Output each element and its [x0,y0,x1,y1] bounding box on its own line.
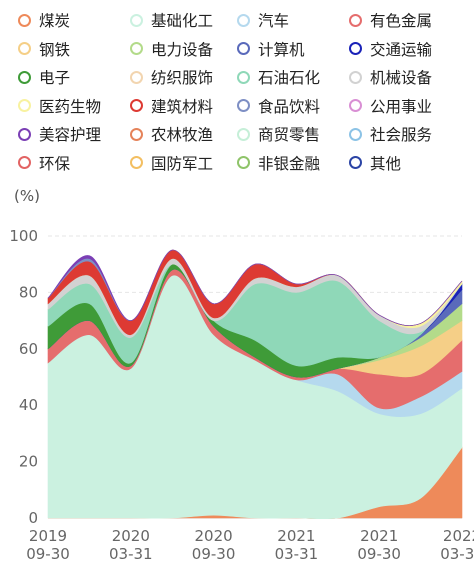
legend-label: 食品饮料 [258,97,321,116]
y-tick-label: 100 [9,227,38,245]
y-tick-label: 20 [19,453,38,471]
legend-item[interactable]: 国防军工 [130,150,213,176]
legend-item[interactable]: 汽车 [237,7,289,33]
legend-item[interactable]: 电子 [18,64,70,90]
x-tick-label: 03-31 [440,545,474,563]
legend-label: 非银金融 [258,154,321,173]
legend: 煤炭 基础化工 汽车 有色金属钢铁 电力设备 计算机 交通运输电子 纺织服饰 石油石化 机械设备医… [0,0,474,185]
legend-label: 医药生物 [39,97,102,116]
legend-item[interactable]: 其他 [349,150,401,176]
legend-item[interactable]: 公用事业 [349,93,432,119]
legend-marker-icon [237,99,250,112]
legend-label: 计算机 [258,40,305,59]
x-tick-label: 2019 [29,527,67,545]
x-tick-label: 2020 [112,527,150,545]
y-axis-ticks: 0 20 40 60 80 100 [9,227,38,527]
x-tick-label: 09-30 [357,545,401,563]
legend-marker-icon [349,156,362,169]
legend-marker-icon [237,70,250,84]
legend-marker-icon [349,42,362,55]
legend-marker-icon [130,70,143,84]
legend-label: 有色金属 [370,12,433,30]
legend-label: 纺织服饰 [151,69,214,87]
y-tick-label: 0 [28,509,38,527]
legend-label: 煤炭 [39,12,71,30]
legend-item[interactable]: 石油石化 [237,64,320,90]
legend-item[interactable]: 基础化工 [130,7,213,33]
x-tick-label: 09-30 [192,545,236,563]
y-tick-label: 60 [19,340,38,358]
legend-marker-icon [349,99,362,112]
legend-marker-icon [237,42,250,55]
legend-marker-icon [237,156,250,169]
legend-label: 国防军工 [151,154,214,173]
legend-item[interactable]: 有色金属 [349,7,432,33]
legend-marker-icon [237,13,250,27]
legend-marker-icon [18,156,31,169]
legend-marker-icon [130,156,143,169]
legend-label: 交通运输 [370,40,433,59]
y-tick-label: 80 [19,283,38,301]
legend-label: 公用事业 [370,97,433,116]
legend-marker-icon [130,127,143,141]
x-tick-label: 2020 [195,527,233,545]
legend-item[interactable]: 机械设备 [349,64,432,90]
legend-label: 基础化工 [151,12,214,30]
x-tick-label: 2022 [443,527,474,545]
legend-label: 电力设备 [151,40,214,59]
x-tick-label: 2021 [360,527,398,545]
x-tick-label: 03-31 [275,545,319,563]
legend-label: 其他 [370,154,402,173]
legend-item[interactable]: 煤炭 [18,7,70,33]
legend-label: 机械设备 [370,69,433,87]
legend-item[interactable]: 非银金融 [237,150,320,176]
legend-label: 汽车 [258,12,290,30]
legend-marker-icon [349,13,362,27]
series-areas [47,249,463,520]
legend-label: 农林牧渔 [151,126,214,144]
legend-marker-icon [18,127,31,141]
legend-item[interactable]: 交通运输 [349,36,432,62]
legend-marker-icon [18,13,31,27]
legend-item[interactable]: 社会服务 [349,121,432,147]
legend-label: 美容护理 [39,126,102,144]
legend-marker-icon [18,99,31,112]
legend-marker-icon [130,13,143,27]
legend-item[interactable]: 环保 [18,150,70,176]
legend-item[interactable]: 商贸零售 [237,121,320,147]
x-tick-label: 2021 [277,527,315,545]
x-tick-label: 03-31 [109,545,153,563]
legend-item[interactable]: 医药生物 [18,93,101,119]
legend-marker-icon [349,127,362,141]
legend-item[interactable]: 食品饮料 [237,93,320,119]
legend-item[interactable]: 建筑材料 [130,93,213,119]
legend-label: 石油石化 [258,69,321,87]
y-tick-label: 40 [19,396,38,414]
area-series [47,249,463,326]
y-axis-label: (%) [14,187,40,205]
legend-item[interactable]: 钢铁 [18,36,70,62]
legend-marker-icon [130,42,143,55]
legend-item[interactable]: 电力设备 [130,36,213,62]
legend-marker-icon [237,127,250,141]
legend-item[interactable]: 农林牧渔 [130,121,213,147]
legend-label: 商贸零售 [258,126,321,144]
legend-marker-icon [349,70,362,84]
legend-label: 电子 [39,69,71,87]
x-tick-label: 09-30 [26,545,70,563]
legend-item[interactable]: 计算机 [237,36,305,62]
legend-label: 环保 [39,154,71,173]
legend-marker-icon [18,70,31,84]
legend-item[interactable]: 纺织服饰 [130,64,213,90]
legend-label: 建筑材料 [151,97,214,116]
legend-marker-icon [18,42,31,55]
legend-label: 钢铁 [39,40,71,59]
legend-marker-icon [130,99,143,112]
legend-item[interactable]: 美容护理 [18,121,101,147]
legend-label: 社会服务 [370,126,433,144]
x-axis-ticks: 201909-30202003-31202009-30202103-312021… [26,527,474,563]
